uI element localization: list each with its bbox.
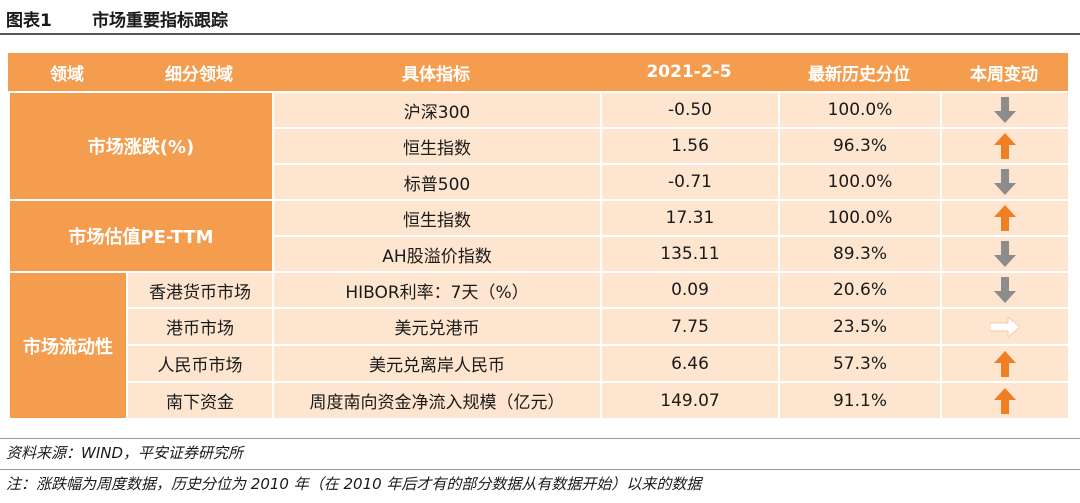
header-domain: 领域	[8, 53, 126, 91]
header-indicator: 具体指标	[272, 53, 600, 91]
indicator-cell: 周度南向资金净流入规模（亿元）	[272, 381, 600, 418]
subcategory-rmb-market: 人民币市场	[126, 344, 272, 381]
percentile-cell: 23.5%	[778, 307, 940, 344]
arrow-up-icon	[994, 205, 1016, 231]
weekly-change-cell	[940, 127, 1068, 163]
weekly-change-cell	[940, 271, 1068, 307]
weekly-change-cell	[940, 344, 1068, 381]
value-cell: 1.56	[600, 127, 778, 163]
source-divider	[0, 438, 1080, 439]
weekly-change-cell	[940, 235, 1068, 271]
indicator-cell: 沪深300	[272, 91, 600, 127]
category-market-liquidity: 市场流动性	[8, 271, 126, 418]
value-cell: -0.50	[600, 91, 778, 127]
percentile-cell: 100.0%	[778, 91, 940, 127]
note-text: 注：涨跌幅为周度数据，历史分位为 2010 年（在 2010 年后才有的部分数据…	[6, 475, 702, 493]
weekly-change-cell	[940, 307, 1068, 344]
value-cell: 7.75	[600, 307, 778, 344]
indicator-cell: 美元兑港币	[272, 307, 600, 344]
arrow-down-icon	[994, 277, 1016, 303]
category-market-change: 市场涨跌(%)	[8, 91, 272, 199]
arrow-right-icon	[990, 316, 1020, 337]
category-market-valuation: 市场估值PE-TTM	[8, 199, 272, 271]
percentile-cell: 100.0%	[778, 199, 940, 235]
arrow-down-icon	[994, 97, 1016, 123]
figure-label: 图表1	[6, 11, 52, 31]
arrow-down-icon	[994, 241, 1016, 267]
weekly-change-cell	[940, 163, 1068, 199]
percentile-cell: 100.0%	[778, 163, 940, 199]
figure-header: 图表1 市场重要指标跟踪	[0, 0, 1080, 35]
weekly-change-cell	[940, 381, 1068, 418]
percentile-cell: 91.1%	[778, 381, 940, 418]
value-cell: 135.11	[600, 235, 778, 271]
value-cell: 149.07	[600, 381, 778, 418]
header-date: 2021-2-5	[600, 53, 778, 91]
value-cell: 6.46	[600, 344, 778, 381]
percentile-cell: 57.3%	[778, 344, 940, 381]
arrow-down-icon	[994, 169, 1016, 195]
indicator-cell: 恒生指数	[272, 199, 600, 235]
percentile-cell: 20.6%	[778, 271, 940, 307]
header-subdomain: 细分领域	[126, 53, 272, 91]
subcategory-hk-money-market: 香港货币市场	[126, 271, 272, 307]
source-text: 资料来源：WIND，平安证券研究所	[6, 444, 244, 462]
percentile-cell: 89.3%	[778, 235, 940, 271]
subcategory-hkd-market: 港币市场	[126, 307, 272, 344]
value-cell: -0.71	[600, 163, 778, 199]
indicator-cell: AH股溢价指数	[272, 235, 600, 271]
value-cell: 17.31	[600, 199, 778, 235]
indicator-cell: HIBOR利率：7天（%）	[272, 271, 600, 307]
weekly-change-cell	[940, 199, 1068, 235]
indicator-table: 领域 细分领域 具体指标 2021-2-5 最新历史分位 本周变动 市场涨跌(%…	[8, 53, 1068, 418]
figure-title: 市场重要指标跟踪	[92, 11, 228, 31]
subcategory-southbound-funds: 南下资金	[126, 381, 272, 418]
indicator-cell: 美元兑离岸人民币	[272, 344, 600, 381]
indicator-cell: 标普500	[272, 163, 600, 199]
percentile-cell: 96.3%	[778, 127, 940, 163]
indicator-cell: 恒生指数	[272, 127, 600, 163]
weekly-change-cell	[940, 91, 1068, 127]
arrow-up-icon	[994, 387, 1016, 414]
arrow-up-icon	[994, 350, 1016, 377]
value-cell: 0.09	[600, 271, 778, 307]
header-divider	[0, 33, 1080, 35]
arrow-up-icon	[994, 133, 1016, 159]
note-divider	[0, 469, 1080, 470]
header-percentile: 最新历史分位	[778, 53, 940, 91]
header-weekly-change: 本周变动	[940, 53, 1068, 91]
